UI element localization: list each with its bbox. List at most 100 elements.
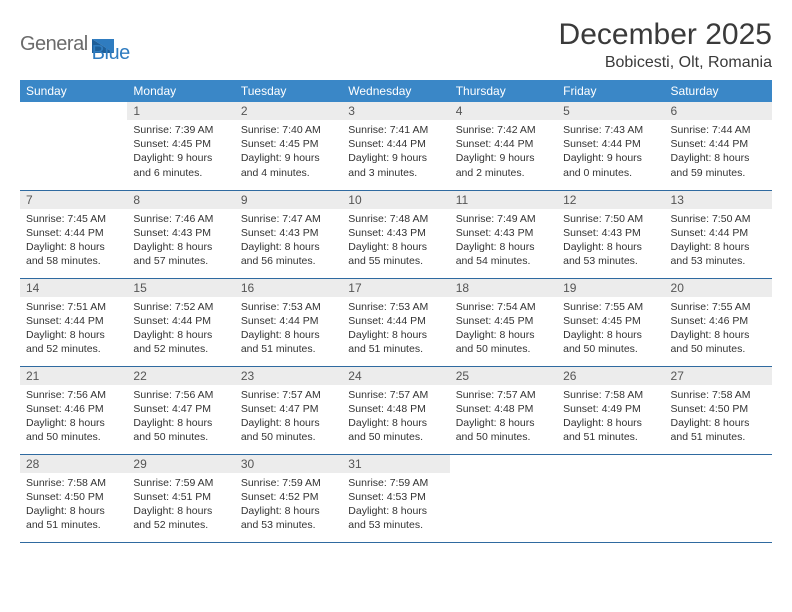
sunset-text: Sunset: 4:43 PM bbox=[133, 226, 228, 240]
day-data: Sunrise: 7:59 AMSunset: 4:52 PMDaylight:… bbox=[235, 473, 342, 539]
day-number: 16 bbox=[235, 279, 342, 297]
daylight-text: Daylight: 8 hours and 50 minutes. bbox=[563, 328, 658, 356]
sunrise-text: Sunrise: 7:57 AM bbox=[348, 388, 443, 402]
sunrise-text: Sunrise: 7:40 AM bbox=[241, 123, 336, 137]
day-data: Sunrise: 7:58 AMSunset: 4:49 PMDaylight:… bbox=[557, 385, 664, 451]
calendar-day-cell: 12Sunrise: 7:50 AMSunset: 4:43 PMDayligh… bbox=[557, 190, 664, 278]
sunset-text: Sunset: 4:44 PM bbox=[671, 226, 766, 240]
daylight-text: Daylight: 8 hours and 53 minutes. bbox=[671, 240, 766, 268]
day-data: Sunrise: 7:56 AMSunset: 4:46 PMDaylight:… bbox=[20, 385, 127, 451]
calendar-day-cell: 23Sunrise: 7:57 AMSunset: 4:47 PMDayligh… bbox=[235, 366, 342, 454]
day-data: Sunrise: 7:43 AMSunset: 4:44 PMDaylight:… bbox=[557, 120, 664, 186]
sunrise-text: Sunrise: 7:57 AM bbox=[241, 388, 336, 402]
sunset-text: Sunset: 4:48 PM bbox=[456, 402, 551, 416]
calendar-day-cell: 14Sunrise: 7:51 AMSunset: 4:44 PMDayligh… bbox=[20, 278, 127, 366]
calendar-day-cell: 19Sunrise: 7:55 AMSunset: 4:45 PMDayligh… bbox=[557, 278, 664, 366]
sunset-text: Sunset: 4:43 PM bbox=[241, 226, 336, 240]
calendar-day-cell: 22Sunrise: 7:56 AMSunset: 4:47 PMDayligh… bbox=[127, 366, 234, 454]
weekday-header-row: SundayMondayTuesdayWednesdayThursdayFrid… bbox=[20, 80, 772, 102]
sunset-text: Sunset: 4:44 PM bbox=[26, 226, 121, 240]
day-data: Sunrise: 7:59 AMSunset: 4:53 PMDaylight:… bbox=[342, 473, 449, 539]
sunset-text: Sunset: 4:43 PM bbox=[563, 226, 658, 240]
logo-text-general: General bbox=[20, 33, 88, 56]
day-data: Sunrise: 7:55 AMSunset: 4:46 PMDaylight:… bbox=[665, 297, 772, 363]
day-data: Sunrise: 7:57 AMSunset: 4:48 PMDaylight:… bbox=[450, 385, 557, 451]
calendar-day-cell: 4Sunrise: 7:42 AMSunset: 4:44 PMDaylight… bbox=[450, 102, 557, 190]
day-number: 20 bbox=[665, 279, 772, 297]
sunrise-text: Sunrise: 7:47 AM bbox=[241, 212, 336, 226]
sunset-text: Sunset: 4:49 PM bbox=[563, 402, 658, 416]
day-number: 29 bbox=[127, 455, 234, 473]
day-data: Sunrise: 7:48 AMSunset: 4:43 PMDaylight:… bbox=[342, 209, 449, 275]
sunset-text: Sunset: 4:45 PM bbox=[241, 137, 336, 151]
sunrise-text: Sunrise: 7:45 AM bbox=[26, 212, 121, 226]
day-number: 30 bbox=[235, 455, 342, 473]
weekday-header: Wednesday bbox=[342, 80, 449, 102]
weekday-header: Thursday bbox=[450, 80, 557, 102]
calendar-day-cell bbox=[20, 102, 127, 190]
day-number: 10 bbox=[342, 191, 449, 209]
daylight-text: Daylight: 8 hours and 50 minutes. bbox=[133, 416, 228, 444]
sunset-text: Sunset: 4:45 PM bbox=[133, 137, 228, 151]
day-number: 25 bbox=[450, 367, 557, 385]
daylight-text: Daylight: 8 hours and 51 minutes. bbox=[348, 328, 443, 356]
day-number: 2 bbox=[235, 102, 342, 120]
day-data: Sunrise: 7:57 AMSunset: 4:47 PMDaylight:… bbox=[235, 385, 342, 451]
weekday-header: Saturday bbox=[665, 80, 772, 102]
day-data: Sunrise: 7:54 AMSunset: 4:45 PMDaylight:… bbox=[450, 297, 557, 363]
calendar-day-cell: 20Sunrise: 7:55 AMSunset: 4:46 PMDayligh… bbox=[665, 278, 772, 366]
day-number: 11 bbox=[450, 191, 557, 209]
day-number: 28 bbox=[20, 455, 127, 473]
calendar-day-cell: 13Sunrise: 7:50 AMSunset: 4:44 PMDayligh… bbox=[665, 190, 772, 278]
calendar-day-cell: 1Sunrise: 7:39 AMSunset: 4:45 PMDaylight… bbox=[127, 102, 234, 190]
sunset-text: Sunset: 4:44 PM bbox=[348, 137, 443, 151]
daylight-text: Daylight: 8 hours and 58 minutes. bbox=[26, 240, 121, 268]
sunrise-text: Sunrise: 7:59 AM bbox=[133, 476, 228, 490]
sunset-text: Sunset: 4:47 PM bbox=[241, 402, 336, 416]
daylight-text: Daylight: 8 hours and 51 minutes. bbox=[671, 416, 766, 444]
sunset-text: Sunset: 4:43 PM bbox=[456, 226, 551, 240]
sunrise-text: Sunrise: 7:44 AM bbox=[671, 123, 766, 137]
day-data: Sunrise: 7:53 AMSunset: 4:44 PMDaylight:… bbox=[235, 297, 342, 363]
day-data: Sunrise: 7:51 AMSunset: 4:44 PMDaylight:… bbox=[20, 297, 127, 363]
daylight-text: Daylight: 8 hours and 51 minutes. bbox=[241, 328, 336, 356]
calendar-day-cell: 16Sunrise: 7:53 AMSunset: 4:44 PMDayligh… bbox=[235, 278, 342, 366]
weekday-header: Sunday bbox=[20, 80, 127, 102]
sunrise-text: Sunrise: 7:56 AM bbox=[133, 388, 228, 402]
calendar-week-row: 7Sunrise: 7:45 AMSunset: 4:44 PMDaylight… bbox=[20, 190, 772, 278]
calendar-week-row: 14Sunrise: 7:51 AMSunset: 4:44 PMDayligh… bbox=[20, 278, 772, 366]
sunrise-text: Sunrise: 7:52 AM bbox=[133, 300, 228, 314]
daylight-text: Daylight: 8 hours and 52 minutes. bbox=[133, 328, 228, 356]
day-number: 14 bbox=[20, 279, 127, 297]
day-number: 18 bbox=[450, 279, 557, 297]
day-number: 23 bbox=[235, 367, 342, 385]
day-number: 12 bbox=[557, 191, 664, 209]
calendar-day-cell: 25Sunrise: 7:57 AMSunset: 4:48 PMDayligh… bbox=[450, 366, 557, 454]
day-number: 3 bbox=[342, 102, 449, 120]
day-data: Sunrise: 7:55 AMSunset: 4:45 PMDaylight:… bbox=[557, 297, 664, 363]
calendar-day-cell: 9Sunrise: 7:47 AMSunset: 4:43 PMDaylight… bbox=[235, 190, 342, 278]
day-data: Sunrise: 7:41 AMSunset: 4:44 PMDaylight:… bbox=[342, 120, 449, 186]
sunrise-text: Sunrise: 7:54 AM bbox=[456, 300, 551, 314]
sunrise-text: Sunrise: 7:50 AM bbox=[671, 212, 766, 226]
day-number: 8 bbox=[127, 191, 234, 209]
sunset-text: Sunset: 4:44 PM bbox=[456, 137, 551, 151]
day-number: 21 bbox=[20, 367, 127, 385]
day-data: Sunrise: 7:44 AMSunset: 4:44 PMDaylight:… bbox=[665, 120, 772, 186]
daylight-text: Daylight: 9 hours and 6 minutes. bbox=[133, 151, 228, 179]
sunrise-text: Sunrise: 7:57 AM bbox=[456, 388, 551, 402]
daylight-text: Daylight: 8 hours and 53 minutes. bbox=[563, 240, 658, 268]
calendar-day-cell: 31Sunrise: 7:59 AMSunset: 4:53 PMDayligh… bbox=[342, 454, 449, 542]
sunrise-text: Sunrise: 7:55 AM bbox=[671, 300, 766, 314]
calendar-day-cell: 29Sunrise: 7:59 AMSunset: 4:51 PMDayligh… bbox=[127, 454, 234, 542]
calendar-day-cell: 8Sunrise: 7:46 AMSunset: 4:43 PMDaylight… bbox=[127, 190, 234, 278]
day-number: 9 bbox=[235, 191, 342, 209]
calendar-body: 1Sunrise: 7:39 AMSunset: 4:45 PMDaylight… bbox=[20, 102, 772, 542]
day-number bbox=[20, 102, 127, 106]
daylight-text: Daylight: 8 hours and 50 minutes. bbox=[348, 416, 443, 444]
sunrise-text: Sunrise: 7:53 AM bbox=[348, 300, 443, 314]
day-number bbox=[557, 455, 664, 459]
weekday-header: Tuesday bbox=[235, 80, 342, 102]
calendar-day-cell: 11Sunrise: 7:49 AMSunset: 4:43 PMDayligh… bbox=[450, 190, 557, 278]
sunset-text: Sunset: 4:51 PM bbox=[133, 490, 228, 504]
